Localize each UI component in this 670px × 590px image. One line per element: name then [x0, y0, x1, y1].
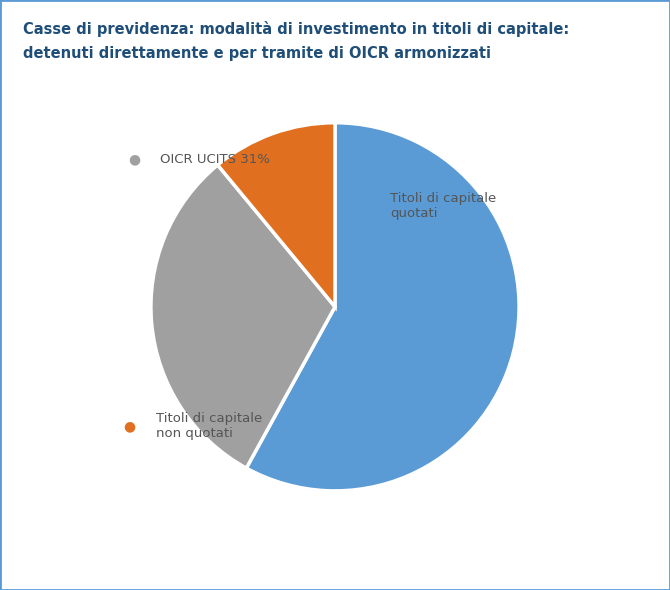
Text: Casse di previdenza: modalità di investimento in titoli di capitale:: Casse di previdenza: modalità di investi…	[23, 21, 570, 37]
Wedge shape	[247, 123, 519, 491]
Text: Fonte:: Fonte:	[23, 562, 68, 575]
Text: detenuti direttamente e per tramite di OICR armonizzati: detenuti direttamente e per tramite di O…	[23, 46, 492, 61]
Text: ●: ●	[128, 153, 140, 166]
Wedge shape	[218, 123, 335, 307]
Text: Titoli di capitale
quotati: Titoli di capitale quotati	[390, 192, 496, 219]
Text: Titoli di capitale
non quotati: Titoli di capitale non quotati	[155, 412, 262, 441]
Text: OICR UCITS 31%: OICR UCITS 31%	[160, 153, 270, 166]
Wedge shape	[151, 165, 335, 468]
Text: ●: ●	[123, 419, 135, 434]
Text: elaborazione Mefop su dati AdEPP: elaborazione Mefop su dati AdEPP	[76, 562, 293, 575]
